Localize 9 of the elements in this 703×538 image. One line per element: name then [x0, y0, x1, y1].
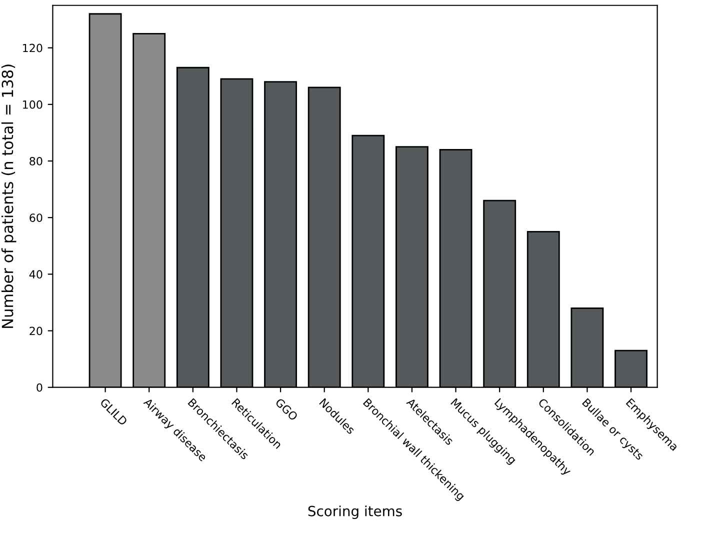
y-tick-label: 120	[23, 44, 42, 52]
y-axis-title: Number of patients (n total = 138)	[1, 64, 16, 328]
y-tick-label: 40	[29, 270, 42, 279]
y-tick-label: 100	[23, 100, 42, 109]
x-axis-title: Scoring items	[308, 506, 402, 520]
y-tick-label: 0	[36, 383, 42, 392]
y-tick-label: 60	[30, 214, 42, 222]
y-tick-label: 80	[30, 156, 42, 166]
y-tick-label: 20	[30, 326, 42, 336]
